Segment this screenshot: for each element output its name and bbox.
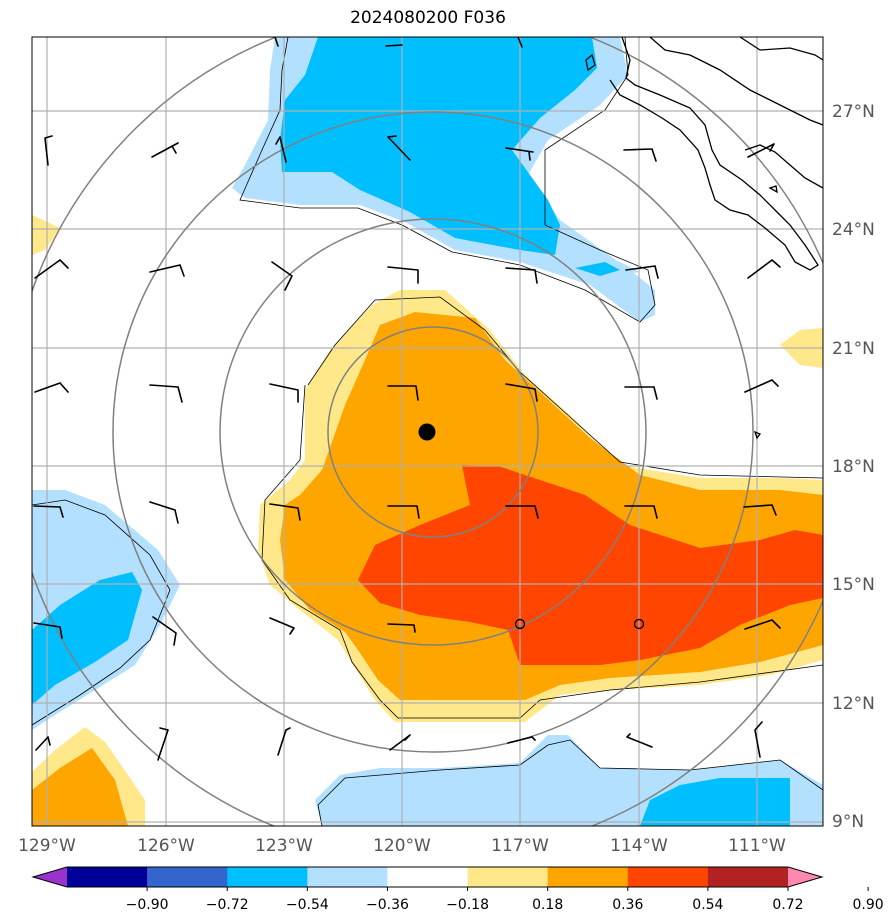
colorbar: −0.90 −0.72 −0.54 −0.36 −0.18 0.18 0.36 0.54 0.7…	[31, 866, 884, 913]
lat-label: 27°N	[832, 102, 875, 122]
storm-center-dot-icon	[418, 423, 436, 441]
colorbar-cell	[627, 867, 709, 887]
colorbar-tick-label: 0.18	[532, 897, 563, 913]
colorbar-cell	[227, 867, 308, 887]
colorbar-cell	[67, 867, 148, 887]
lon-label: 129°W	[18, 836, 76, 856]
colorbar-extend-low	[33, 867, 67, 887]
lon-label: 126°W	[137, 836, 195, 856]
lat-label: 21°N	[832, 339, 875, 359]
coastline	[585, 37, 823, 440]
lat-label: 18°N	[832, 457, 875, 477]
map-frame	[31, 36, 824, 827]
longitude-labels: 129°W 126°W 123°W 120°W 117°W 114°W 111°…	[18, 836, 786, 856]
lon-label: 117°W	[491, 836, 549, 856]
colorbar-outline	[31, 866, 824, 888]
lat-label: 12°N	[832, 694, 875, 714]
colorbar-cell	[387, 867, 469, 887]
map-title: 2024080200 F036	[350, 8, 506, 28]
graticule-grid	[32, 37, 823, 826]
colorbar-tick-label: −0.36	[366, 897, 409, 913]
colorbar-cell	[547, 867, 629, 887]
colorbar-tick-label: 0.90	[853, 897, 884, 913]
colorbar-tick-label: 0.36	[612, 897, 643, 913]
lon-label: 111°W	[728, 836, 786, 856]
colorbar-extend-high	[788, 867, 822, 887]
range-rings	[32, 37, 823, 826]
colorbar-cell	[467, 867, 549, 887]
colorbar-tick-label: −0.90	[126, 897, 169, 913]
lon-label: 123°W	[255, 836, 313, 856]
colorbar-tick-label: −0.54	[286, 897, 329, 913]
lat-label: 24°N	[832, 220, 875, 240]
colorbar-cell	[707, 867, 789, 887]
colorbar-cell	[307, 867, 388, 887]
position-marker-icon	[514, 618, 526, 630]
wind-barbs	[33, 37, 781, 761]
colorbar-cell	[147, 867, 228, 887]
colorbar-tick-label: −0.72	[206, 897, 249, 913]
lat-label: 9°N	[832, 812, 864, 832]
colorbar-tick-label: 0.72	[772, 897, 803, 913]
lon-label: 120°W	[373, 836, 431, 856]
orange-red-shading	[358, 465, 823, 665]
map-plot-area	[32, 37, 823, 826]
blue-shading	[32, 37, 790, 826]
colorbar-tick-label: −0.18	[446, 897, 489, 913]
colorbar-tick-label: 0.54	[692, 897, 723, 913]
contour-lines	[32, 37, 823, 826]
latitude-labels: 27°N 24°N 21°N 18°N 15°N 12°N 9°N	[832, 102, 875, 832]
lat-label: 15°N	[832, 575, 875, 595]
lon-label: 114°W	[610, 836, 668, 856]
position-marker-icon	[633, 618, 645, 630]
